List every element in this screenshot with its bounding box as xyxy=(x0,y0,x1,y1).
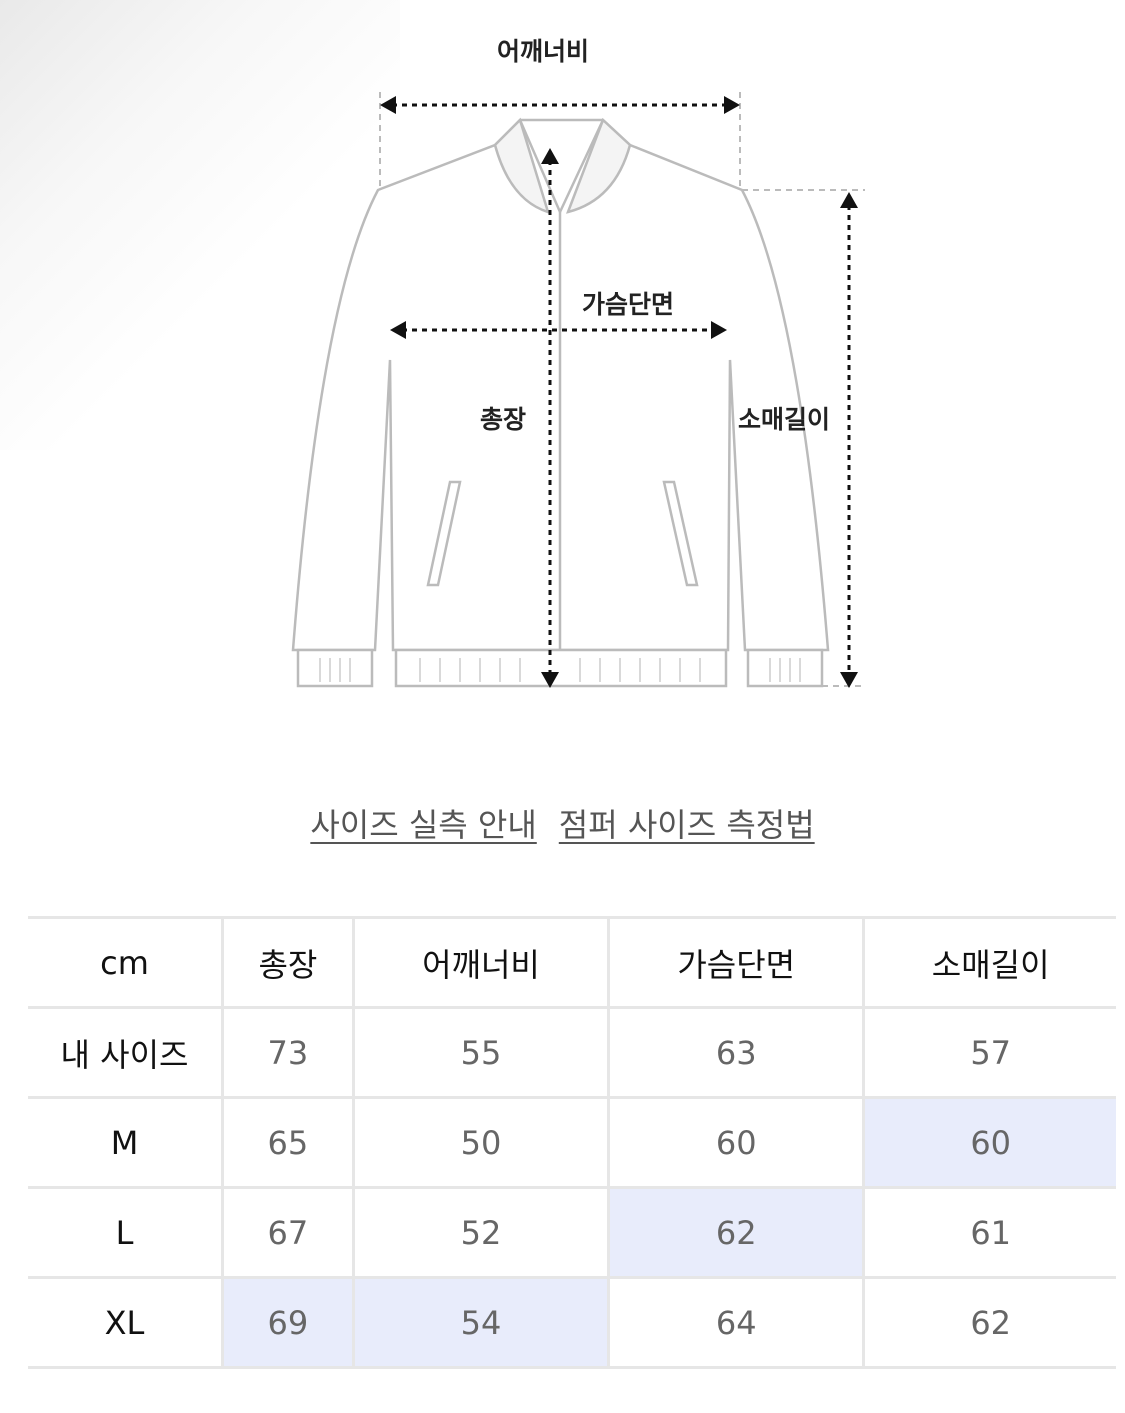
ribbing xyxy=(319,658,801,682)
table-cell: 55 xyxy=(351,1006,611,1099)
size-label: 내 사이즈 xyxy=(28,1006,224,1099)
table-cell: 52 xyxy=(351,1186,611,1279)
size-links: 사이즈 실측 안내 점퍼 사이즈 측정법 xyxy=(0,800,1125,846)
table-header-row: cm 총장 어깨너비 가슴단면 소매길이 xyxy=(28,916,1116,1009)
table-cell: 73 xyxy=(221,1006,355,1099)
label-sleeve: 소매길이 xyxy=(738,405,831,434)
jacket-outline xyxy=(291,117,830,688)
header-chest: 가슴단면 xyxy=(607,916,866,1009)
table-row: XL 69 54 64 62 xyxy=(28,1276,1116,1369)
label-length: 총장 xyxy=(480,405,527,434)
table-cell: 61 xyxy=(862,1186,1116,1279)
table-cell: 62 xyxy=(862,1276,1116,1369)
jacket-measure-link[interactable]: 점퍼 사이즈 측정법 xyxy=(558,806,815,844)
table-row: L 67 52 62 61 xyxy=(28,1186,1116,1279)
size-label: XL xyxy=(28,1276,224,1369)
size-label: M xyxy=(28,1096,224,1189)
size-table: cm 총장 어깨너비 가슴단면 소매길이 내 사이즈 73 55 63 57 M 65 50 6… xyxy=(28,916,1116,1369)
table-cell: 57 xyxy=(862,1006,1116,1099)
measure-arrows xyxy=(392,103,851,675)
table-cell: 50 xyxy=(351,1096,611,1189)
table-cell: 60 xyxy=(862,1096,1116,1189)
jacket-size-diagram xyxy=(291,92,865,688)
size-label: L xyxy=(28,1186,224,1279)
label-chest: 가슴단면 xyxy=(582,290,675,319)
table-cell: 65 xyxy=(221,1096,355,1189)
size-guide-link[interactable]: 사이즈 실측 안내 xyxy=(310,806,537,844)
table-cell: 69 xyxy=(221,1276,355,1369)
table-cell: 67 xyxy=(221,1186,355,1279)
table-row: M 65 50 60 60 xyxy=(28,1096,1116,1189)
header-unit: cm xyxy=(28,916,224,1009)
header-sleeve: 소매길이 xyxy=(862,916,1116,1009)
table-cell: 54 xyxy=(351,1276,611,1369)
arrow-heads xyxy=(380,96,858,688)
guide-lines xyxy=(379,92,865,687)
table-row: 내 사이즈 73 55 63 57 xyxy=(28,1006,1116,1099)
header-shoulder: 어깨너비 xyxy=(351,916,611,1009)
table-cell: 63 xyxy=(607,1006,866,1099)
header-length: 총장 xyxy=(221,916,355,1009)
table-cell: 62 xyxy=(607,1186,866,1279)
table-cell: 64 xyxy=(607,1276,866,1369)
label-shoulder: 어깨너비 xyxy=(497,37,590,66)
table-cell: 60 xyxy=(607,1096,866,1189)
